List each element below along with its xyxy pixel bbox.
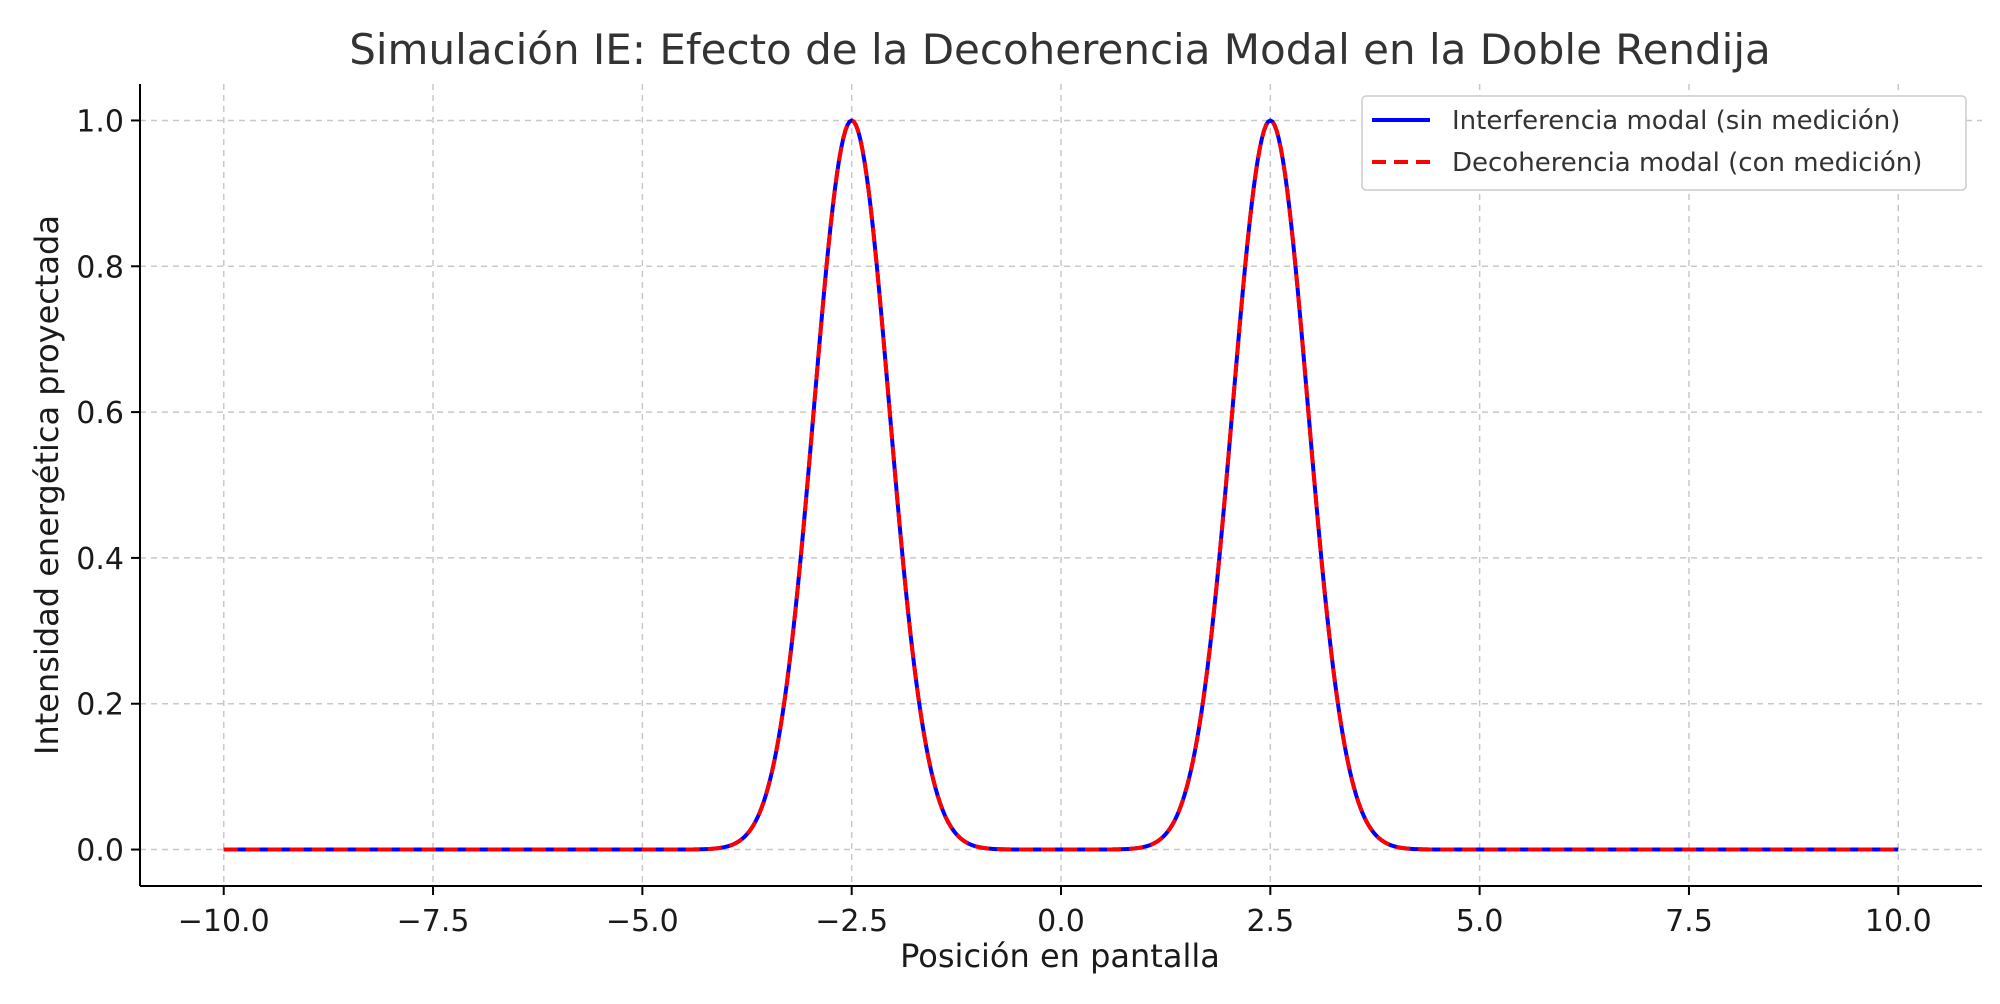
y-axis-label: Intensidad energética proyectada [28, 215, 66, 755]
y-tick-label-2: 0.4 [76, 542, 124, 577]
x-tick-label-8: 10.0 [1865, 904, 1932, 939]
ticks: −10.0 −7.5 −5.0 −2.5 0.0 2.5 5.0 7.5 10.0 0.0 0.2 0… [76, 104, 1931, 939]
x-tick-label-6: 5.0 [1456, 904, 1504, 939]
y-tick-label-3: 0.6 [76, 396, 124, 431]
y-tick-label-1: 0.2 [76, 688, 124, 723]
x-tick-label-5: 2.5 [1246, 904, 1294, 939]
legend-label-interferencia: Interferencia modal (sin medición) [1452, 106, 1900, 136]
y-tick-label-5: 1.0 [76, 104, 124, 139]
legend-frame [1361, 95, 1967, 191]
x-axis-label: Posición en pantalla [900, 937, 1220, 975]
x-tick-label-0: −10.0 [178, 904, 270, 939]
x-tick-label-4: 0.0 [1037, 904, 1085, 939]
x-tick-label-7: 7.5 [1665, 904, 1713, 939]
y-tick-label-0: 0.0 [76, 834, 124, 869]
grid [140, 84, 1982, 886]
legend: Interferencia modal (sin medición) Decoh… [1361, 95, 1967, 191]
x-tick-label-3: −2.5 [815, 904, 888, 939]
chart-title: Simulación IE: Efecto de la Decoherencia… [349, 25, 1771, 74]
y-tick-label-4: 0.8 [76, 250, 124, 285]
x-tick-label-1: −7.5 [397, 904, 470, 939]
x-tick-label-2: −5.0 [606, 904, 679, 939]
plot-area [223, 118, 1899, 852]
legend-label-decoherencia: Decoherencia modal (con medición) [1452, 148, 1922, 178]
series-line-1 [223, 118, 1899, 852]
